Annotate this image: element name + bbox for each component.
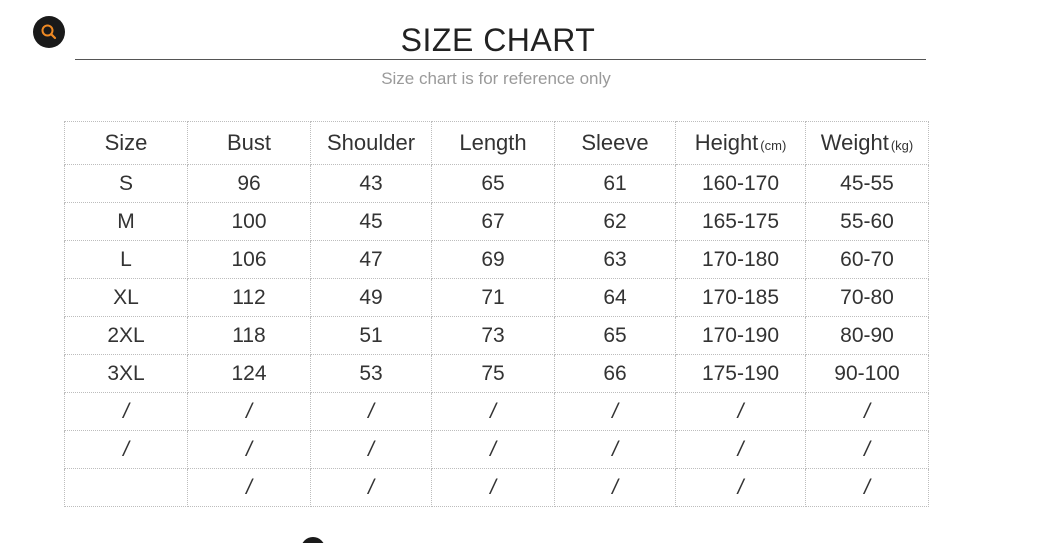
table-cell: 63: [554, 240, 676, 279]
table-cell: S: [64, 164, 188, 203]
table-cell: /: [805, 392, 929, 431]
table-row: XL 112 49 71 64 170-185 70-80: [64, 278, 929, 317]
table-cell: 60-70: [805, 240, 929, 279]
column-header-label: Weight: [820, 130, 889, 155]
column-header-label: Sleeve: [581, 130, 649, 155]
table-cell: /: [310, 392, 432, 431]
table-cell: 69: [431, 240, 555, 279]
table-cell: 47: [310, 240, 432, 279]
table-cell: 49: [310, 278, 432, 317]
table-row: M 100 45 67 62 165-175 55-60: [64, 202, 929, 241]
table-cell: 175-190: [675, 354, 806, 393]
table-cell: 62: [554, 202, 676, 241]
column-header-label: Size: [104, 130, 148, 155]
table-cell: 45: [310, 202, 432, 241]
table-cell: L: [64, 240, 188, 279]
table-cell: /: [431, 392, 555, 431]
table-cell: M: [64, 202, 188, 241]
column-header-weight: Weight (kg): [805, 121, 929, 165]
table-cell: /: [675, 430, 806, 469]
table-cell: 66: [554, 354, 676, 393]
table-cell: /: [805, 430, 929, 469]
column-header-length: Length: [431, 121, 555, 165]
table-row: / / / / / / /: [64, 430, 929, 469]
column-header-label: Height: [694, 130, 759, 155]
search-icon: [41, 24, 57, 40]
table-cell: 165-175: [675, 202, 806, 241]
table-cell: /: [310, 430, 432, 469]
table-cell: /: [554, 392, 676, 431]
table-cell: 73: [431, 316, 555, 355]
table-cell: /: [805, 468, 929, 507]
table-row: / / / / / / /: [64, 392, 929, 431]
table-cell: 90-100: [805, 354, 929, 393]
table-cell: 65: [554, 316, 676, 355]
table-cell: 55-60: [805, 202, 929, 241]
table-cell: 51: [310, 316, 432, 355]
table-cell: 45-55: [805, 164, 929, 203]
column-header-bust: Bust: [187, 121, 311, 165]
table-cell: 112: [187, 278, 311, 317]
table-cell: 170-190: [675, 316, 806, 355]
column-header-sleeve: Sleeve: [554, 121, 676, 165]
table-cell: 71: [431, 278, 555, 317]
table-cell: 80-90: [805, 316, 929, 355]
table-cell: /: [64, 392, 188, 431]
table-cell: 75: [431, 354, 555, 393]
table-cell: 3XL: [64, 354, 188, 393]
table-cell: /: [310, 468, 432, 507]
table-row: 2XL 118 51 73 65 170-190 80-90: [64, 316, 929, 355]
table-cell: /: [554, 430, 676, 469]
table-cell: /: [431, 468, 555, 507]
column-header-size: Size: [64, 121, 188, 165]
column-unit: (kg): [890, 138, 914, 153]
table-cell: [64, 468, 188, 507]
page-title: SIZE CHART: [400, 22, 596, 58]
table-cell: 170-185: [675, 278, 806, 317]
column-header-label: Length: [459, 130, 527, 155]
title-divider: [75, 59, 926, 60]
table-row: L 106 47 69 63 170-180 60-70: [64, 240, 929, 279]
table-body: S 96 43 65 61 160-170 45-55 M 100 45 67 62 165-175 55…: [64, 164, 929, 507]
table-cell: /: [675, 392, 806, 431]
table-cell: /: [554, 468, 676, 507]
table-cell: 118: [187, 316, 311, 355]
table-row: S 96 43 65 61 160-170 45-55: [64, 164, 929, 203]
table-cell: 106: [187, 240, 311, 279]
column-header-shoulder: Shoulder: [310, 121, 432, 165]
table-cell: 43: [310, 164, 432, 203]
table-cell: /: [187, 468, 311, 507]
table-cell: 96: [187, 164, 311, 203]
table-cell: 124: [187, 354, 311, 393]
table-cell: 61: [554, 164, 676, 203]
size-table: Size Bust Shoulder Length Sleeve Height (cm) We…: [64, 121, 929, 507]
table-cell: 2XL: [64, 316, 188, 355]
table-cell: /: [431, 430, 555, 469]
table-cell: 170-180: [675, 240, 806, 279]
table-cell: /: [64, 430, 188, 469]
table-cell: /: [187, 392, 311, 431]
table-cell: 100: [187, 202, 311, 241]
column-header-label: Bust: [226, 130, 272, 155]
table-header-row: Size Bust Shoulder Length Sleeve Height (cm) We…: [64, 121, 929, 165]
table-cell: 65: [431, 164, 555, 203]
column-unit: (cm): [760, 138, 787, 153]
column-header-height: Height (cm): [675, 121, 806, 165]
column-header-label: Shoulder: [326, 130, 416, 155]
zoom-button[interactable]: [33, 16, 65, 48]
table-cell: 160-170: [675, 164, 806, 203]
page-subtitle: Size chart is for reference only: [381, 69, 611, 88]
table-row: 3XL 124 53 75 66 175-190 90-100: [64, 354, 929, 393]
table-cell: 53: [310, 354, 432, 393]
table-row: / / / / / /: [64, 468, 929, 507]
bottom-scroll-button[interactable]: [301, 537, 325, 543]
table-cell: /: [675, 468, 806, 507]
table-cell: 64: [554, 278, 676, 317]
table-cell: 67: [431, 202, 555, 241]
table-cell: XL: [64, 278, 188, 317]
table-cell: /: [187, 430, 311, 469]
table-cell: 70-80: [805, 278, 929, 317]
